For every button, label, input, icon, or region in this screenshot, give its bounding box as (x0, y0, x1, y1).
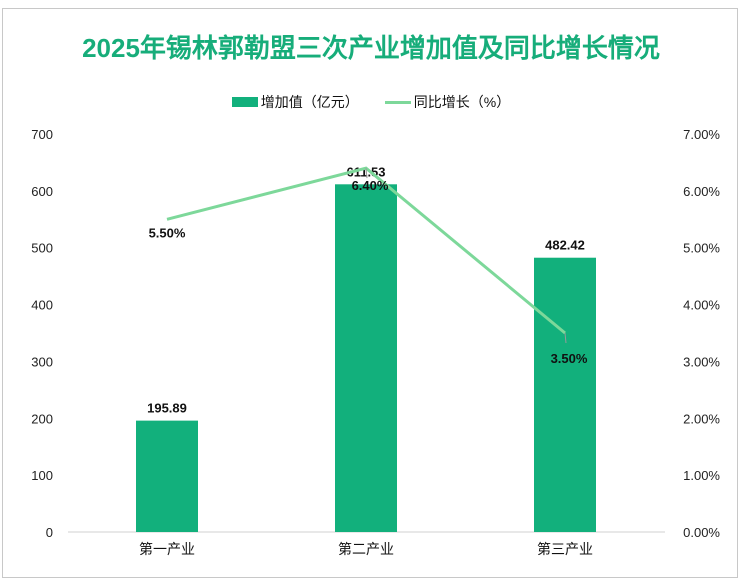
right-axis-tick: 7.00% (683, 127, 720, 142)
leader-line (564, 332, 567, 344)
legend-swatch-bar (231, 97, 258, 107)
left-axis-tick: 400 (31, 298, 53, 313)
chart-title: 2025年锡林郭勒盟三次产业增加值及同比增长情况 (82, 33, 660, 63)
legend-item-line[interactable]: 同比增长（%） (384, 92, 511, 112)
left-axis-tick: 500 (31, 241, 53, 256)
category-tick: 第二产业 (338, 541, 394, 557)
right-axis-tick: 2.00% (683, 411, 720, 426)
bar (136, 420, 198, 532)
line-data-label: 6.40% (352, 178, 389, 193)
leader-line (365, 168, 368, 179)
left-axis-tick: 700 (31, 127, 53, 142)
bar (534, 257, 596, 532)
right-axis-tick: 5.00% (683, 241, 720, 256)
legend-swatch-line (384, 100, 411, 104)
left-axis-tick: 0 (46, 525, 53, 540)
line-data-label: 3.50% (551, 351, 588, 366)
legend: 增加值（亿元） 同比增长（%） (0, 92, 742, 112)
chart-frame (2, 8, 738, 578)
right-axis-tick: 0.00% (683, 525, 720, 540)
category-tick: 第一产业 (139, 541, 195, 557)
left-axis-tick: 300 (31, 354, 53, 369)
legend-label: 增加值（亿元） (260, 94, 359, 110)
legend-label: 同比增长（%） (413, 94, 511, 110)
line-data-label: 5.50% (149, 225, 186, 240)
right-axis-tick: 4.00% (683, 298, 720, 313)
left-axis-tick: 100 (31, 468, 53, 483)
legend-item-bar[interactable]: 增加值（亿元） (231, 92, 359, 112)
right-axis-tick: 1.00% (683, 468, 720, 483)
bar-data-label: 482.42 (545, 238, 585, 253)
left-axis-tick: 600 (31, 184, 53, 199)
right-axis-tick: 3.00% (683, 354, 720, 369)
bar (335, 184, 397, 532)
category-tick: 第三产业 (537, 541, 593, 557)
right-axis-tick: 6.00% (683, 184, 720, 199)
left-axis-tick: 200 (31, 411, 53, 426)
bar-data-label: 195.89 (147, 401, 187, 416)
